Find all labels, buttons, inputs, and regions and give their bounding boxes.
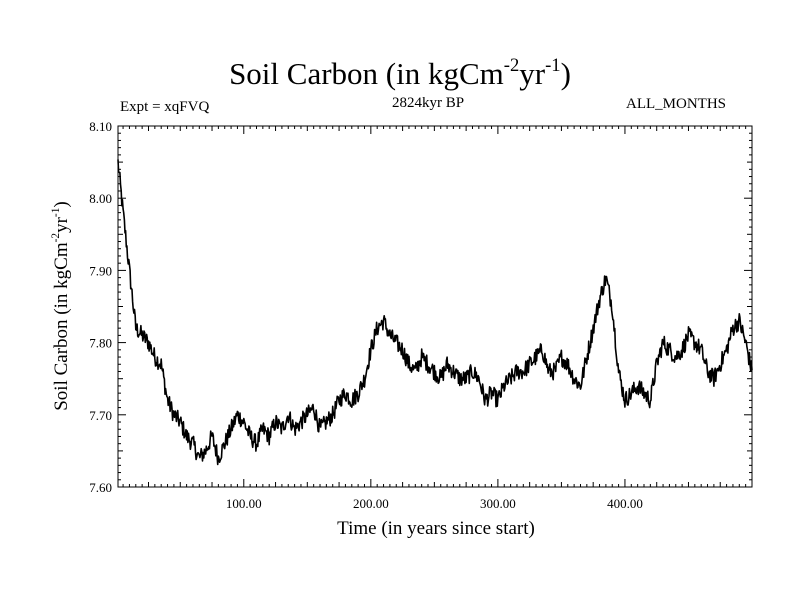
chart-title: Soil Carbon (in kgCm-2yr-1): [229, 54, 571, 91]
experiment-label: Expt = xqFVQ: [120, 99, 210, 115]
chart-subtitle: 2824kyr BP: [391, 95, 465, 111]
x-tick-label: 100.00: [226, 496, 262, 511]
axis-ticks: [118, 126, 752, 487]
x-tick-label: 200.00: [353, 496, 389, 511]
y-tick-label: 8.10: [89, 119, 112, 134]
y-tick-label: 8.00: [89, 191, 112, 206]
x-tick-label: 400.00: [607, 496, 643, 511]
x-tick-label: 300.00: [480, 496, 516, 511]
y-tick-label: 7.70: [89, 408, 112, 423]
soil-carbon-series-line: [117, 159, 753, 466]
x-axis-label: Time (in years since start): [337, 518, 535, 539]
axis-tick-labels: 100.00 200.00 300.00 400.00 7.60 7.70 7.80 7.90…: [89, 119, 643, 511]
period-label: ALL_MONTHS: [626, 96, 726, 112]
y-tick-label: 7.80: [89, 336, 112, 351]
y-tick-label: 7.90: [89, 263, 112, 278]
y-tick-label: 7.60: [89, 480, 112, 495]
